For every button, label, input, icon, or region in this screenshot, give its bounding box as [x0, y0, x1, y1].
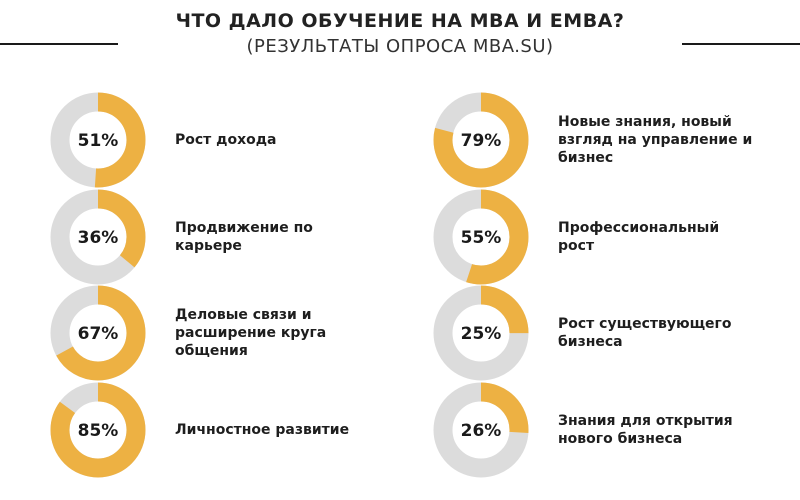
item-label-line: карьере [175, 238, 242, 254]
item-label-line: общения [175, 343, 248, 359]
header: ЧТО ДАЛО ОБУЧЕНИЕ НА MBA И EMBA? (РЕЗУЛЬ… [0, 0, 800, 70]
donut-percent-label: 36% [78, 228, 119, 248]
chart-subtitle: (РЕЗУЛЬТАТЫ ОПРОСА MBA.SU) [246, 36, 554, 57]
title-rule-left [0, 43, 118, 45]
item-label-line: Продвижение по [175, 220, 313, 236]
donut-4: 85% [50, 382, 146, 478]
item-label-line: Профессиональный [558, 220, 720, 236]
donut-value-arc [433, 92, 529, 188]
item-label-line: Знания для открытия [558, 413, 733, 429]
item-label-2: Продвижение по карьере [175, 219, 385, 255]
donut-5: 79% [433, 92, 529, 188]
donut-2: 36% [50, 189, 146, 285]
item-label-7: Рост существующего бизнеса [558, 315, 768, 351]
item-label-line: нового бизнеса [558, 431, 683, 447]
donut-6: 55% [433, 189, 529, 285]
donut-1: 51% [50, 92, 146, 188]
item-label-3: Деловые связи и расширение круга общения [175, 306, 385, 360]
item-label-line: расширение круга [175, 325, 327, 341]
item-label-line: Деловые связи и [175, 307, 312, 323]
donut-value-arc [50, 189, 146, 285]
item-label-line: Рост дохода [175, 132, 277, 148]
donut-percent-label: 26% [461, 421, 502, 441]
donut-value-arc [50, 92, 146, 188]
donut-value-arc [433, 382, 529, 478]
donut-8: 26% [433, 382, 529, 478]
donut-7: 25% [433, 285, 529, 381]
donut-value-arc [433, 285, 529, 381]
item-label-line: бизнес [558, 150, 614, 166]
donut-percent-label: 25% [461, 324, 502, 344]
donut-percent-label: 55% [461, 228, 502, 248]
title-rule-right [682, 43, 800, 45]
donut-value-arc [50, 285, 146, 381]
chart-title: ЧТО ДАЛО ОБУЧЕНИЕ НА MBA И EMBA? [175, 10, 625, 32]
item-label-6: Профессиональный рост [558, 219, 768, 255]
donut-percent-label: 51% [78, 131, 119, 151]
donut-percent-label: 67% [78, 324, 119, 344]
item-label-1: Рост дохода [175, 131, 385, 149]
donut-3: 67% [50, 285, 146, 381]
donut-value-arc [433, 189, 529, 285]
donut-percent-label: 85% [78, 421, 119, 441]
item-label-line: Новые знания, новый [558, 114, 732, 130]
item-label-8: Знания для открытия нового бизнеса [558, 412, 768, 448]
item-label-line: рост [558, 238, 595, 254]
item-label-4: Личностное развитие [175, 421, 385, 439]
donut-percent-label: 79% [461, 131, 502, 151]
item-label-line: Рост существующего [558, 316, 732, 332]
donut-value-arc [50, 382, 146, 478]
item-label-5: Новые знания, новый взгляд на управление … [558, 113, 768, 167]
item-label-line: бизнеса [558, 334, 623, 350]
item-label-line: Личностное развитие [175, 422, 350, 438]
item-label-line: взгляд на управление и [558, 132, 753, 148]
